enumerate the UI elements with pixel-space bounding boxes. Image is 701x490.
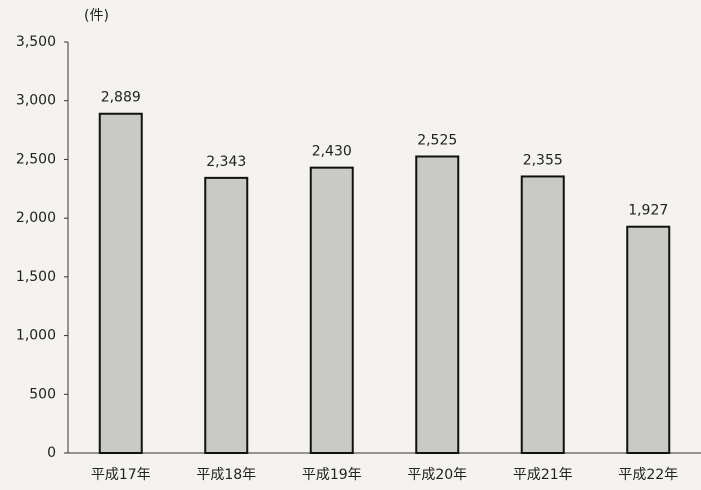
value-label: 2,525	[417, 132, 457, 148]
unit-label: (件)	[84, 8, 109, 24]
value-label: 1,927	[628, 203, 668, 219]
x-tick-label: 平成20年	[407, 467, 467, 483]
value-label: 2,355	[523, 152, 563, 168]
value-label: 2,343	[206, 154, 246, 170]
bar	[204, 176, 249, 454]
value-label: 2,430	[312, 144, 352, 160]
y-tick-label: 3,500	[16, 34, 56, 50]
y-tick-label: 2,000	[16, 210, 56, 226]
bar	[309, 166, 354, 455]
x-tick-label: 平成22年	[618, 467, 678, 483]
x-tick-label: 平成19年	[302, 467, 362, 483]
bar	[98, 112, 143, 454]
x-tick-label: 平成18年	[196, 467, 256, 483]
x-tick-label: 平成17年	[91, 467, 151, 483]
x-tick-label: 平成21年	[513, 467, 573, 483]
y-tick-label: 1,000	[16, 328, 56, 344]
y-tick-label: 500	[29, 386, 56, 402]
y-tick-label: 2,500	[16, 151, 56, 167]
value-label: 2,889	[101, 90, 141, 106]
y-tick-label: 3,000	[16, 93, 56, 109]
bar	[520, 175, 565, 454]
y-tick-label: 0	[47, 445, 56, 461]
bar	[626, 225, 671, 454]
bar	[415, 155, 460, 454]
y-tick-label: 1,500	[16, 269, 56, 285]
